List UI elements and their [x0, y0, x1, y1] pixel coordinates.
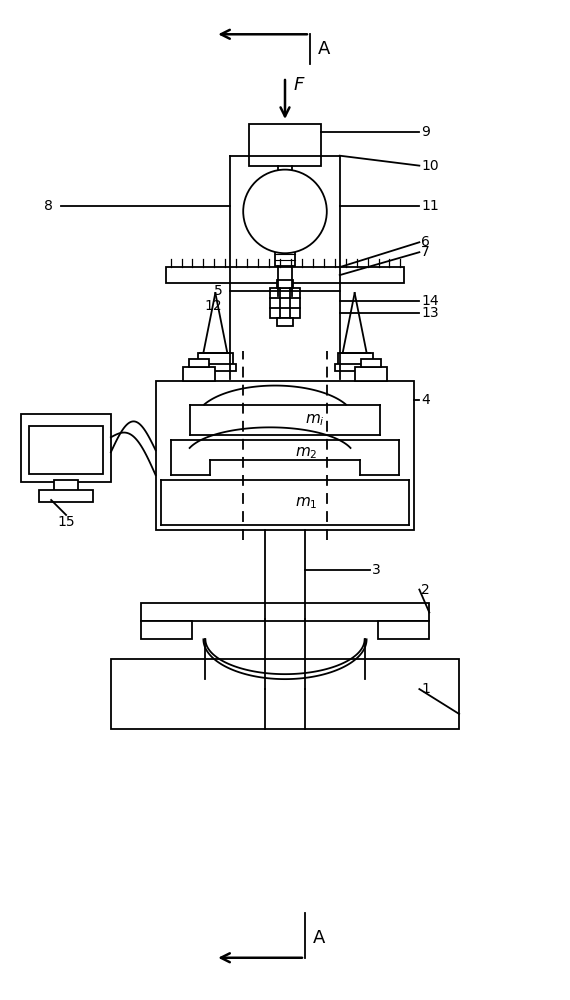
- Text: $m_2$: $m_2$: [295, 445, 317, 461]
- Bar: [111, 659, 459, 729]
- Bar: [184, 367, 215, 381]
- Text: $m_1$: $m_1$: [295, 495, 317, 511]
- Text: A: A: [313, 929, 325, 947]
- Bar: [196, 364, 236, 371]
- Bar: [156, 381, 414, 530]
- Text: 4: 4: [421, 393, 430, 407]
- Text: 6: 6: [421, 235, 430, 249]
- Bar: [277, 280, 293, 288]
- Text: 11: 11: [421, 199, 439, 213]
- Text: 9: 9: [421, 125, 430, 139]
- Bar: [249, 124, 321, 166]
- Bar: [355, 367, 386, 381]
- Text: $m_i$: $m_i$: [305, 413, 325, 428]
- Text: 12: 12: [205, 299, 222, 313]
- Bar: [54, 480, 78, 492]
- Text: 5: 5: [214, 284, 222, 298]
- Text: 2: 2: [421, 583, 430, 597]
- Bar: [21, 414, 111, 482]
- Text: 7: 7: [421, 245, 430, 259]
- Text: 10: 10: [421, 159, 439, 173]
- Bar: [165, 267, 405, 283]
- Bar: [335, 364, 376, 371]
- Text: 14: 14: [421, 294, 439, 308]
- Bar: [361, 359, 381, 367]
- Circle shape: [243, 170, 327, 253]
- Bar: [141, 621, 193, 639]
- Bar: [275, 248, 295, 266]
- Text: 15: 15: [57, 515, 75, 529]
- Bar: [198, 353, 233, 365]
- Text: 3: 3: [372, 563, 380, 577]
- Bar: [338, 353, 373, 365]
- Text: 1: 1: [421, 682, 430, 696]
- Bar: [377, 621, 429, 639]
- Bar: [141, 603, 429, 621]
- Text: 13: 13: [421, 306, 439, 320]
- Bar: [277, 318, 293, 326]
- Text: 8: 8: [44, 199, 53, 213]
- Bar: [29, 426, 103, 474]
- Bar: [39, 490, 93, 502]
- Text: $F$: $F$: [293, 76, 306, 94]
- Bar: [189, 359, 209, 367]
- Bar: [270, 288, 300, 318]
- Text: A: A: [318, 40, 330, 58]
